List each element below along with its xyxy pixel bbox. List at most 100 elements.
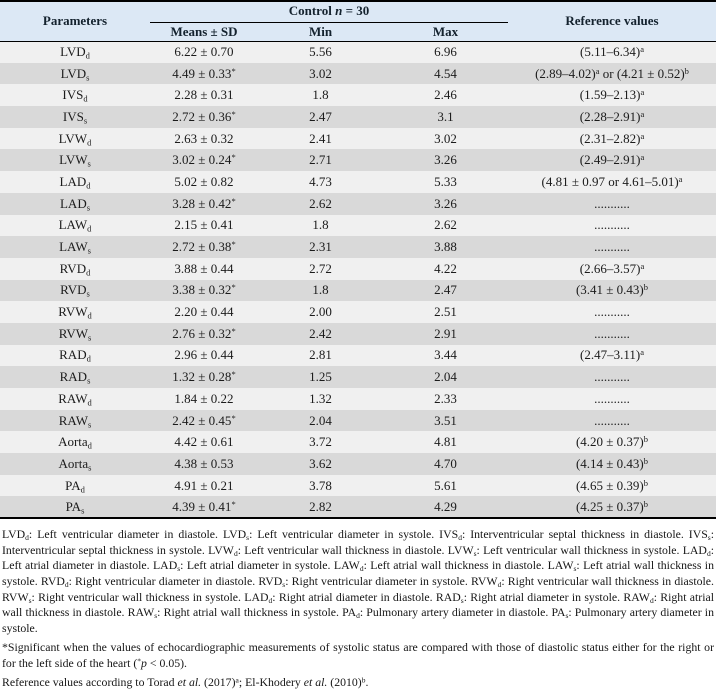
table-row: RAWs 2.42 ± 0.45* 2.04 3.51 ........... [0, 409, 716, 432]
reference-cell: ........... [594, 304, 630, 320]
min-cell: 2.04 [309, 412, 332, 428]
min-cell: 4.73 [309, 173, 332, 189]
table-row: IVSd 2.28 ± 0.31 1.8 2.46 (1.59–2.13)a [0, 84, 716, 107]
reference-cell: ........... [594, 412, 630, 428]
parameter-cell: RVWd [58, 304, 92, 321]
column-header-means-sd: Means ± SD [170, 23, 238, 39]
table-header: Parameters Control n = 30 Reference valu… [0, 1, 716, 41]
reference-sources-footnote: Reference values according to Torad et a… [2, 675, 369, 690]
min-cell: 1.32 [309, 390, 332, 406]
reference-cell: (4.25 ± 0.37)b [575, 498, 649, 514]
table-row: IVSs 2.72 ± 0.36* 2.47 3.1 (2.28–2.91)a [0, 106, 716, 128]
parameter-cell: RAWd [58, 390, 92, 408]
max-cell: 2.62 [434, 217, 457, 233]
min-cell: 2.72 [309, 260, 332, 276]
column-header-parameters: Parameters [42, 13, 108, 29]
max-cell: 3.88 [434, 239, 457, 255]
significance-footnote: *Significant when the values of echocard… [2, 640, 714, 670]
table-row: RVWd 2.20 ± 0.44 2.00 2.51 ........... [0, 301, 716, 323]
min-cell: 1.8 [312, 217, 329, 233]
mean-sd-cell: 3.38 ± 0.32* [172, 282, 236, 298]
min-cell: 1.25 [309, 369, 332, 385]
table-row: LAWs 2.72 ± 0.38* 2.31 3.88 ........... [0, 236, 716, 258]
min-cell: 2.71 [309, 152, 332, 168]
mean-sd-cell: 2.20 ± 0.44 [174, 304, 234, 320]
min-cell: 3.02 [309, 65, 332, 81]
reference-cell: (2.28–2.91)a [579, 108, 645, 124]
parameter-cell: IVSd [62, 87, 88, 104]
table-row: RAWd 1.84 ± 0.22 1.32 2.33 ........... [0, 388, 716, 410]
mean-sd-cell: 2.28 ± 0.31 [174, 87, 234, 103]
parameter-cell: RVDs [60, 282, 90, 299]
mean-sd-cell: 3.88 ± 0.44 [174, 260, 234, 276]
min-cell: 2.31 [309, 239, 332, 255]
table-row: PAs 4.39 ± 0.41* 2.82 4.29 (4.25 ± 0.37)… [0, 496, 716, 519]
parameter-cell: PAs [65, 498, 85, 516]
table-row: RADd 2.96 ± 0.44 2.81 3.44 (2.47–3.11)a [0, 344, 716, 367]
reference-cell: ........... [594, 325, 630, 341]
reference-cell: (1.59–2.13)a [579, 87, 645, 103]
reference-cell: ........... [594, 195, 630, 211]
abbreviations-footnote: LVDd: Left ventricular diameter in diast… [2, 527, 715, 635]
reference-cell: (4.65 ± 0.39)b [575, 477, 649, 493]
max-cell: 2.04 [434, 369, 457, 385]
mean-sd-cell: 6.22 ± 0.70 [174, 44, 234, 60]
mean-sd-cell: 2.42 ± 0.45* [172, 412, 236, 428]
mean-sd-cell: 1.32 ± 0.28* [172, 369, 236, 385]
mean-sd-cell: 3.28 ± 0.42* [172, 195, 236, 211]
table-row: LVWd 2.63 ± 0.32 2.41 3.02 (2.31–2.82)a [0, 127, 716, 150]
min-cell: 1.8 [312, 87, 329, 103]
min-cell: 2.47 [309, 108, 332, 124]
parameter-cell: RAWs [58, 412, 92, 430]
min-cell: 2.42 [309, 325, 332, 341]
parameter-cell: LAWs [59, 239, 91, 256]
reference-cell: ........... [594, 239, 630, 255]
table-row: LADs 3.28 ± 0.42* 2.62 3.26 ........... [0, 192, 716, 215]
reference-cell: ........... [594, 369, 630, 385]
min-cell: 3.78 [309, 477, 332, 493]
max-cell: 3.1 [437, 108, 454, 124]
max-cell: 4.81 [434, 434, 457, 450]
mean-sd-cell: 2.76 ± 0.32* [172, 325, 236, 341]
table-row: PAd 4.91 ± 0.21 3.78 5.61 (4.65 ± 0.39)b [0, 474, 716, 497]
reference-cell: (4.14 ± 0.43)b [575, 455, 649, 471]
table-row: LVDs 4.49 ± 0.33* 3.02 4.54 (2.89–4.02)a… [0, 62, 716, 85]
mean-sd-cell: 4.38 ± 0.53 [174, 455, 234, 471]
column-header-max: Max [432, 23, 459, 39]
mean-sd-cell: 2.72 ± 0.36* [172, 108, 236, 124]
mean-sd-cell: 4.91 ± 0.21 [174, 477, 234, 493]
max-cell: 2.47 [434, 282, 457, 298]
max-cell: 3.51 [434, 412, 457, 428]
reference-cell: (2.47–3.11)a [580, 347, 644, 363]
min-cell: 3.62 [309, 455, 332, 471]
footnotes-section: LVDd: Left ventricular diameter in diast… [0, 519, 716, 690]
table-row: LVDd 6.22 ± 0.70 5.56 6.96 (5.11–6.34)a [0, 41, 716, 63]
min-cell: 1.8 [312, 282, 329, 298]
parameter-cell: Aortas [58, 455, 92, 473]
table-row: LAWd 2.15 ± 0.41 1.8 2.62 ........... [0, 214, 716, 237]
echo-parameters-table: Parameters Control n = 30 Reference valu… [0, 0, 716, 520]
min-cell: 2.00 [309, 304, 332, 320]
min-cell: 2.62 [309, 195, 332, 211]
max-cell: 5.33 [434, 173, 457, 189]
max-cell: 4.22 [434, 260, 457, 276]
parameter-cell: RVWs [58, 325, 92, 343]
column-header-control-group: Control n = 30 [150, 1, 508, 23]
mean-sd-cell: 4.49 ± 0.33* [172, 65, 236, 81]
table-row: RVWs 2.76 ± 0.32* 2.42 2.91 ........... [0, 322, 716, 345]
reference-cell: (2.66–3.57)a [579, 260, 645, 276]
column-header-min: Min [308, 23, 333, 39]
max-cell: 5.61 [434, 477, 457, 493]
parameter-cell: LADd [59, 173, 91, 191]
reference-cell: (3.41 ± 0.43)b [575, 282, 649, 298]
reference-cell: (4.20 ± 0.37)b [575, 434, 649, 450]
reference-cell: (5.11–6.34)a [580, 44, 644, 60]
min-cell: 2.82 [309, 498, 332, 514]
max-cell: 4.70 [434, 455, 457, 471]
max-cell: 3.26 [434, 195, 457, 211]
parameter-cell: RVDd [59, 260, 91, 278]
max-cell: 2.46 [434, 87, 457, 103]
parameter-cell: LVDs [60, 65, 90, 83]
table-row: LADd 5.02 ± 0.82 4.73 5.33 (4.81 ± 0.97 … [0, 171, 716, 193]
reference-cell: ........... [594, 390, 630, 406]
